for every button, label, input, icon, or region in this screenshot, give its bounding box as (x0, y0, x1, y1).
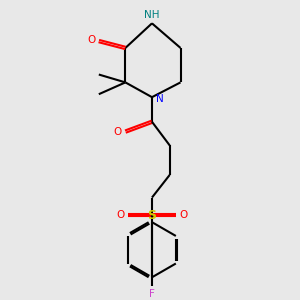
Text: O: O (117, 210, 125, 220)
Text: O: O (87, 34, 95, 45)
Text: F: F (149, 289, 155, 299)
Text: NH: NH (144, 10, 160, 20)
Text: S: S (148, 209, 157, 222)
Text: O: O (114, 127, 122, 136)
Text: O: O (179, 210, 188, 220)
Text: N: N (155, 94, 163, 103)
